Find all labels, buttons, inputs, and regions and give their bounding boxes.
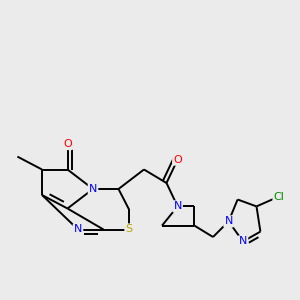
Text: N: N [173, 201, 182, 212]
Text: N: N [224, 216, 233, 226]
Text: S: S [125, 224, 133, 235]
Text: Cl: Cl [274, 191, 284, 202]
Text: N: N [74, 224, 82, 235]
Text: O: O [173, 154, 182, 165]
Text: N: N [239, 236, 247, 247]
Text: O: O [63, 139, 72, 149]
Text: N: N [89, 184, 97, 194]
